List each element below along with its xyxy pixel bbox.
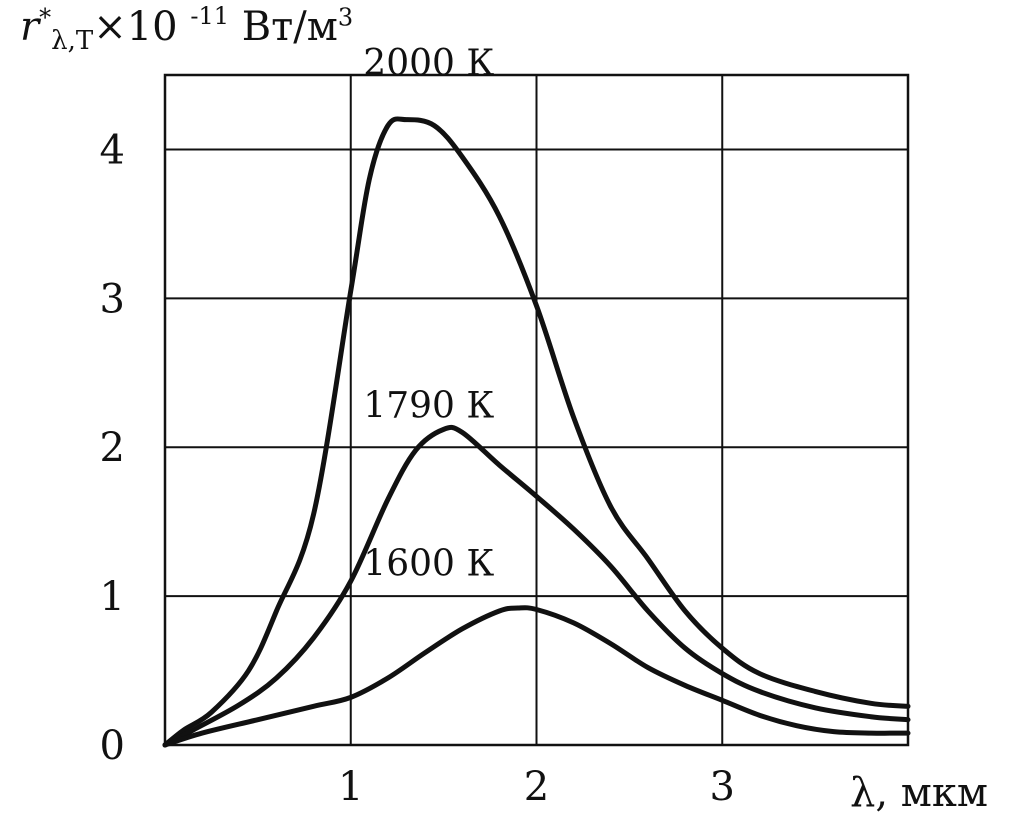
y-tick-label: 4	[100, 127, 125, 173]
x-tick-label: 2	[524, 764, 549, 810]
y-axis-star: *	[39, 3, 52, 32]
x-tick-label: 1	[338, 764, 363, 810]
series-label-3: 1600 К	[363, 543, 494, 584]
y-axis-subscript: λ,T	[51, 26, 94, 56]
curves	[162, 116, 911, 748]
y-tick-label: 2	[100, 425, 125, 471]
curve-1	[162, 116, 911, 748]
y-axis-unit-power: 3	[337, 3, 354, 32]
y-tick-label: 0	[100, 723, 125, 769]
series-labels: 2000 К 1790 К 1600 К	[363, 43, 494, 584]
x-tick-label: 3	[710, 764, 735, 810]
y-axis-unit: Вт/м	[241, 4, 338, 50]
y-tick-label: 3	[100, 276, 125, 322]
tick-labels: 1 2 3 0 1 2 3 4	[100, 127, 735, 810]
curve-3	[162, 605, 911, 748]
x-axis-label: λ, мкм	[850, 770, 989, 816]
curve-2	[162, 424, 911, 748]
grid	[163, 73, 910, 747]
series-label-1: 2000 К	[363, 43, 494, 84]
series-label-2: 1790 К	[363, 385, 494, 426]
y-tick-label: 1	[100, 574, 125, 620]
y-axis-multiplier: ×10	[93, 4, 178, 50]
y-axis-label: r*λ,T×10 -11 Вт/м3	[20, 2, 353, 56]
y-axis-symbol: r	[20, 4, 40, 50]
y-axis-exponent: -11	[190, 2, 230, 30]
